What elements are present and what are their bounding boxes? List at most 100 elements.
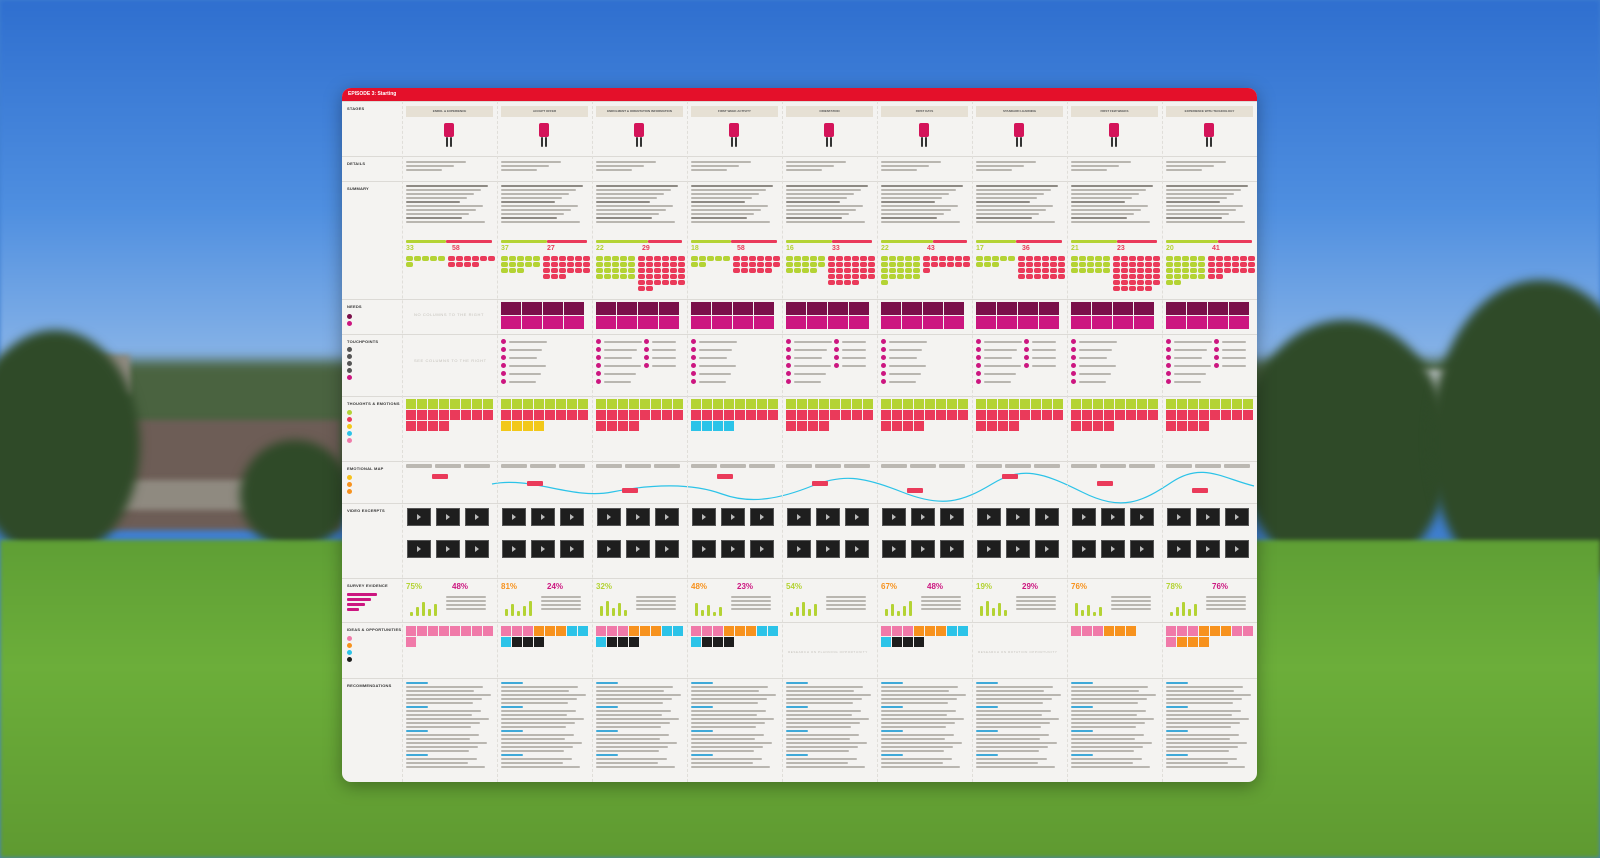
recommendation-text-line: [691, 742, 772, 744]
summary-text-line: [1166, 213, 1229, 215]
recommendation-text-line: [1166, 726, 1231, 728]
touchpoint-text: [889, 381, 916, 383]
negative-dot: [543, 274, 550, 279]
idea-sticky: [501, 626, 511, 636]
negative-dot: [955, 262, 962, 267]
summary-text-line: [1071, 209, 1141, 211]
detail-text-line: [691, 169, 727, 171]
recommendation-text-line: [1166, 698, 1242, 700]
recommendation-text-line: [501, 706, 523, 708]
negative-dot: [868, 256, 875, 261]
emotion-callout: [1097, 481, 1113, 486]
summary-text-line: [1071, 201, 1125, 203]
video-thumbnail: [940, 540, 964, 558]
thought-sticky: [618, 421, 628, 431]
thought-sticky: [1093, 421, 1103, 431]
figure-body: [634, 123, 644, 137]
recommendation-text-line: [1166, 754, 1188, 756]
detail-text-line: [1071, 169, 1107, 171]
positive-count-value: 37: [501, 245, 509, 252]
touchpoint-dot: [1214, 339, 1219, 344]
emotion-callout: [527, 481, 543, 486]
emotion-stage-tag: [1100, 464, 1126, 468]
recommendation-text-line: [976, 738, 1040, 740]
touchpoint-text: [842, 357, 866, 359]
detail-text-line: [406, 161, 466, 163]
negative-dot: [1034, 274, 1041, 279]
survey-bar: [980, 606, 983, 616]
recommendation-text-line: [406, 762, 468, 764]
recommendation-text-line: [596, 726, 661, 728]
positive-count: 16: [786, 245, 794, 252]
negative-dot: [733, 268, 740, 273]
positive-dot: [1087, 268, 1094, 273]
negative-dot: [575, 256, 582, 261]
survey-bar: [428, 609, 431, 616]
recommendation-text-line: [406, 734, 479, 736]
ideas-row: IDEAS & OPPORTUNITIES: [342, 622, 1257, 679]
summary-text-line: [691, 221, 770, 223]
idea-sticky: [512, 626, 522, 636]
thought-sticky: [1177, 421, 1187, 431]
thought-sticky: [786, 410, 796, 420]
thought-sticky: [691, 421, 701, 431]
figure-leg: [1115, 137, 1117, 147]
recommendation-text-line: [501, 746, 573, 748]
thought-stickies: [786, 399, 874, 431]
negative-dot: [1042, 256, 1049, 261]
thought-sticky: [461, 399, 471, 409]
idea-sticky: [428, 626, 438, 636]
thought-sticky: [841, 410, 851, 420]
summary-text-line: [881, 197, 942, 199]
positive-dot: [596, 256, 603, 261]
video-thumbnail: [436, 540, 460, 558]
recommendation-text-line: [406, 714, 472, 716]
positive-dot: [525, 256, 532, 261]
thought-sticky: [567, 399, 577, 409]
touchpoint-dot: [691, 347, 696, 352]
negative-dot: [1050, 274, 1057, 279]
positive-dot: [802, 268, 809, 273]
need-card: [944, 302, 964, 315]
recommendation-text-line: [1166, 702, 1233, 704]
negative-dot: [1113, 280, 1120, 285]
summary-text-line: [976, 213, 1039, 215]
summary-text-line: [1166, 193, 1234, 195]
video-thumbnail: [407, 540, 431, 558]
video-thumbnail: [407, 508, 431, 526]
positive-dot: [1182, 262, 1189, 267]
thought-sticky: [417, 399, 427, 409]
need-card: [733, 302, 753, 315]
touchpoint-dot: [834, 347, 839, 352]
negative-dot: [1050, 268, 1057, 273]
touchpoint-dot: [976, 347, 981, 352]
survey-bar: [612, 608, 615, 616]
ideas-placeholder: RESEARCH ON PLANNING OPPORTUNITY: [788, 650, 868, 654]
detail-text-line: [1166, 169, 1202, 171]
survey-text-line: [1016, 600, 1056, 602]
positive-dot: [501, 268, 508, 273]
positive-dot: [517, 262, 524, 267]
negative-dot: [947, 256, 954, 261]
need-card: [828, 302, 848, 315]
positive-count-value: 22: [596, 245, 604, 252]
positive-dot: [786, 262, 793, 267]
touchpoint-text: [984, 357, 1012, 359]
summary-text-line: [1166, 221, 1245, 223]
recommendation-text-line: [786, 742, 867, 744]
recommendation-text-line: [1071, 734, 1144, 736]
video-thumbnail: [597, 540, 621, 558]
recommendation-text-line: [976, 754, 998, 756]
negative-dot: [1153, 280, 1160, 285]
video-thumbnail: [1225, 508, 1249, 526]
recommendation-text-line: [1166, 714, 1232, 716]
positive-dot: [818, 262, 825, 267]
recommendation-text-line: [976, 730, 998, 732]
negative-dot: [1018, 274, 1025, 279]
thought-sticky: [1009, 399, 1019, 409]
recommendation-text-line: [596, 754, 618, 756]
thought-sticky: [841, 399, 851, 409]
survey-bar: [796, 607, 799, 616]
idea-sticky: [1221, 626, 1231, 636]
negative-dot: [551, 256, 558, 261]
